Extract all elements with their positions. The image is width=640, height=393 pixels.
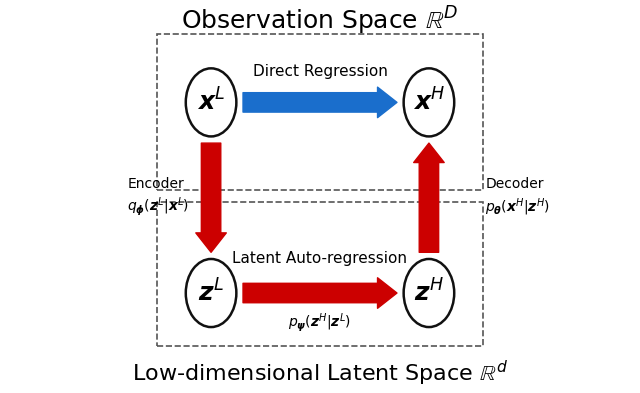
FancyArrowPatch shape bbox=[196, 143, 227, 252]
Text: Low-dimensional Latent Space $\mathbb{R}^d$: Low-dimensional Latent Space $\mathbb{R}… bbox=[132, 359, 508, 388]
Text: $p_{\boldsymbol{\theta}}(\boldsymbol{x}^H|\boldsymbol{z}^H)$: $p_{\boldsymbol{\theta}}(\boldsymbol{x}^… bbox=[485, 196, 550, 218]
FancyArrowPatch shape bbox=[243, 278, 397, 308]
Bar bbox=[157, 202, 483, 345]
FancyArrowPatch shape bbox=[243, 87, 397, 118]
Text: Observation Space $\mathbb{R}^D$: Observation Space $\mathbb{R}^D$ bbox=[181, 5, 459, 37]
Text: Decoder: Decoder bbox=[485, 177, 544, 191]
Ellipse shape bbox=[186, 68, 236, 136]
Text: $p_{\boldsymbol{\psi}}(\boldsymbol{z}^H|\boldsymbol{z}^L)$: $p_{\boldsymbol{\psi}}(\boldsymbol{z}^H|… bbox=[289, 311, 351, 334]
Ellipse shape bbox=[404, 259, 454, 327]
Text: $\boldsymbol{z}^H$: $\boldsymbol{z}^H$ bbox=[414, 279, 444, 307]
Bar bbox=[157, 34, 483, 190]
Ellipse shape bbox=[404, 68, 454, 136]
Text: $\boldsymbol{z}^L$: $\boldsymbol{z}^L$ bbox=[198, 279, 224, 307]
Text: Direct Regression: Direct Regression bbox=[253, 64, 387, 79]
Text: Latent Auto-regression: Latent Auto-regression bbox=[232, 250, 408, 266]
FancyArrowPatch shape bbox=[413, 143, 444, 252]
Ellipse shape bbox=[186, 259, 236, 327]
Text: Encoder: Encoder bbox=[127, 177, 184, 191]
Text: $\boldsymbol{x}^H$: $\boldsymbol{x}^H$ bbox=[413, 89, 445, 116]
Text: $q_{\boldsymbol{\phi}}(\boldsymbol{z}^L|\boldsymbol{x}^L)$: $q_{\boldsymbol{\phi}}(\boldsymbol{z}^L|… bbox=[127, 196, 189, 219]
Text: $\boldsymbol{x}^L$: $\boldsymbol{x}^L$ bbox=[197, 89, 225, 116]
